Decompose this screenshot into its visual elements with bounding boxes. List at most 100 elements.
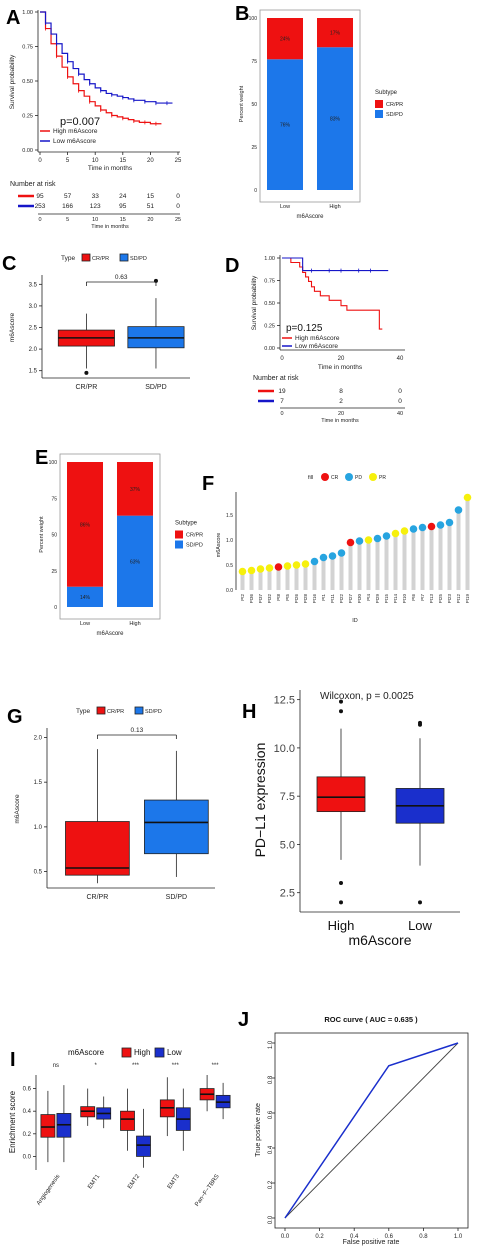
- bar-crpr: [67, 462, 103, 587]
- legend-swatch: [134, 706, 144, 715]
- x-axis-label: Time in months: [318, 364, 363, 371]
- lollipop-point: [409, 525, 418, 533]
- y-tick-label: 50: [251, 102, 257, 108]
- x-tick-label: Pt26: [294, 594, 299, 604]
- significance-label: ns: [53, 1063, 59, 1069]
- panel-label-d: D: [225, 255, 239, 277]
- y-tick-label: 0.50: [264, 301, 275, 307]
- x-axis-label: False positive rate: [343, 1239, 400, 1246]
- legend-swatch: [345, 473, 353, 481]
- x-tick-label: Pt32: [267, 594, 272, 604]
- bar-sdpd: [117, 515, 153, 607]
- x-tick-label: Pt12: [456, 594, 461, 604]
- x-tick-label: Pt5: [285, 594, 290, 601]
- p-value: 0.63: [115, 274, 128, 281]
- x-tick-label: CR/PR: [87, 894, 109, 901]
- risk-title: Number at risk: [10, 181, 56, 188]
- risk-x-tick-label: 20: [338, 411, 344, 417]
- x-tick-label: 40: [397, 356, 404, 362]
- y-tick-label: 5.0: [280, 839, 295, 851]
- lollipop-point: [310, 557, 319, 566]
- legend-swatch: [119, 253, 129, 262]
- lollipop-stem: [240, 571, 245, 590]
- lollipop-point: [400, 527, 409, 535]
- y-tick-label: 2.0: [29, 347, 38, 353]
- panel-label-f: F: [202, 473, 214, 495]
- lollipop-point: [373, 534, 382, 543]
- x-tick-label: High: [329, 204, 340, 210]
- x-tick-label: 0.6: [385, 1234, 394, 1240]
- legend-label: CR: [331, 475, 339, 481]
- legend-title: m6Ascore: [68, 1048, 105, 1057]
- y-tick-label: 12.5: [274, 695, 295, 707]
- x-tick-label: Pt30: [357, 594, 362, 604]
- y-axis-label: Percent weight: [39, 516, 45, 553]
- risk-value: 95: [119, 203, 127, 210]
- legend-label: SD/PD: [145, 709, 162, 715]
- box-high-outlier: [339, 900, 343, 905]
- roc-curve: [284, 1042, 459, 1219]
- x-tick-label: Pt15: [384, 594, 389, 604]
- risk-value: 123: [90, 203, 101, 210]
- panel-label-c: C: [2, 253, 16, 275]
- legend-label: PR: [379, 475, 386, 481]
- lollipop-point: [463, 493, 472, 502]
- y-tick-label: 0: [54, 605, 57, 611]
- risk-x-tick-label: 15: [120, 217, 126, 223]
- x-tick-label: Pt29: [375, 594, 380, 604]
- lollipop-point: [427, 522, 436, 531]
- y-tick-label: 3.5: [29, 282, 38, 288]
- x-axis-label: m6Ascore: [348, 932, 411, 948]
- risk-value: 253: [35, 203, 46, 210]
- p-value: p=0.007: [60, 116, 100, 128]
- x-tick-label: SD/PD: [166, 894, 187, 901]
- lollipop-stem: [249, 570, 254, 590]
- x-tick-label: 20: [147, 158, 154, 164]
- y-tick-label: 50: [51, 533, 57, 539]
- plot-frame: [59, 453, 161, 620]
- bar-label-crpr: 86%: [80, 522, 91, 528]
- x-axis-label: m6Ascore: [296, 214, 324, 220]
- x-tick-label: Pt4: [366, 594, 371, 601]
- x-tick-label: Pt10: [402, 594, 407, 604]
- x-tick-label: 0.0: [281, 1234, 290, 1240]
- y-axis-label: PD−L1 expression: [252, 743, 268, 858]
- x-tick-label: Pt13: [429, 594, 434, 604]
- risk-value: 0: [398, 398, 402, 405]
- lollipop-stem: [384, 536, 389, 590]
- lollipop-point: [265, 564, 274, 572]
- risk-value: 24: [119, 193, 127, 200]
- x-tick-label: 1.0: [454, 1234, 463, 1240]
- x-tick-label: Low: [408, 918, 432, 933]
- y-tick-label: 1.5: [34, 780, 43, 786]
- bar-label-crpr: 17%: [330, 31, 341, 37]
- legend-label: High m6Ascore: [53, 128, 98, 135]
- p-value: 0.13: [131, 727, 144, 734]
- legend-title: Type: [61, 255, 75, 262]
- lollipop-point: [256, 565, 265, 573]
- legend-title: Type: [76, 708, 90, 715]
- x-tick-label: Pt16: [312, 594, 317, 604]
- x-tick-label: Pt19: [465, 594, 470, 604]
- y-axis-label: Survival probability: [9, 54, 16, 109]
- significance-label: ***: [172, 1063, 180, 1069]
- y-tick-label: 0.2: [23, 1132, 32, 1138]
- box-low-outlier: [418, 900, 422, 905]
- significance-label: ***: [212, 1063, 220, 1069]
- lollipop-stem: [366, 540, 371, 590]
- lollipop-stem: [276, 567, 281, 590]
- risk-value: 0: [176, 203, 180, 210]
- lollipop-stem: [465, 497, 470, 590]
- km-line-low: [282, 257, 389, 272]
- x-tick-label: 0.4: [350, 1234, 359, 1240]
- risk-value: 51: [147, 203, 155, 210]
- panel-label-h: H: [242, 701, 256, 723]
- bar-crpr: [317, 18, 353, 48]
- risk-value: 33: [92, 193, 100, 200]
- legend-swatch: [375, 110, 383, 118]
- y-axis-label: True positive rate: [255, 1103, 262, 1157]
- x-tick-label: Angiogenesis: [36, 1174, 62, 1207]
- panel-label-b: B: [235, 3, 249, 25]
- y-tick-label: 0.2: [268, 1180, 274, 1189]
- x-tick-label: Pt11: [330, 594, 335, 603]
